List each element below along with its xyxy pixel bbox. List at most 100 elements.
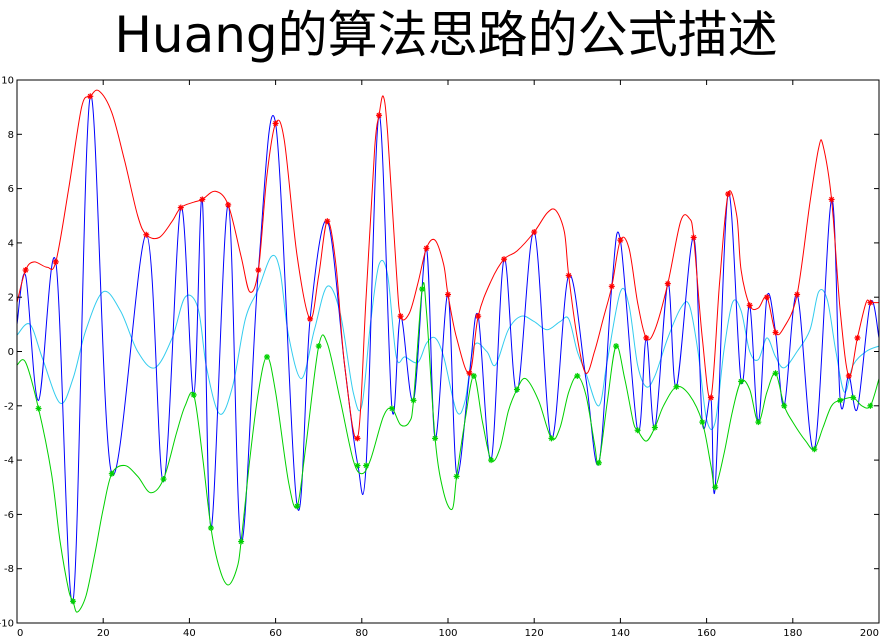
upper-extremum-marker xyxy=(143,231,150,238)
marker-stroke xyxy=(398,313,404,319)
marker-stroke xyxy=(854,335,860,341)
marker-stroke xyxy=(70,598,76,604)
upper-extremum-marker xyxy=(828,196,835,203)
marker-stroke xyxy=(846,373,852,379)
marker-stroke xyxy=(617,237,623,243)
marker-stroke xyxy=(255,267,261,273)
lower-extremum-marker xyxy=(673,383,680,390)
upper-extremum-marker xyxy=(643,334,650,341)
marker-stroke xyxy=(109,471,115,477)
x-tick-label: 60 xyxy=(269,628,282,639)
x-tick-label: 140 xyxy=(611,628,630,639)
lower-extremum-marker xyxy=(699,419,706,426)
lower-extremum-marker xyxy=(160,476,167,483)
lower-envelope-line xyxy=(16,282,880,613)
marker-stroke xyxy=(467,370,473,376)
marker-stroke xyxy=(712,484,718,490)
x-axis: 0 20 40 60 80 100 120 140 160 180 200 xyxy=(16,80,880,639)
upper-extremum-marker xyxy=(854,334,861,341)
marker-stroke xyxy=(548,435,554,441)
lower-extremum-marker xyxy=(548,435,555,442)
marker-stroke xyxy=(410,397,417,403)
upper-extremum-marker xyxy=(225,201,232,208)
lower-extremum-marker xyxy=(712,484,719,491)
marker-stroke xyxy=(755,419,761,425)
marker-stroke xyxy=(609,283,615,289)
upper-extremum-marker xyxy=(725,191,732,198)
upper-extremum-marker xyxy=(690,234,697,241)
marker-stroke xyxy=(488,457,494,463)
marker-stroke xyxy=(87,93,93,99)
marker-stroke xyxy=(764,294,770,300)
lower-extremum-marker xyxy=(432,435,439,442)
marker-stroke xyxy=(53,259,59,265)
lower-extremum-marker xyxy=(315,343,322,350)
lower-extremum-marker xyxy=(613,343,620,350)
slide-title: Huang的算法思路的公式描述 xyxy=(114,6,778,64)
lower-extremum-marker xyxy=(574,372,581,379)
marker-stroke xyxy=(738,378,744,384)
lower-extremum-marker xyxy=(772,370,779,377)
y-tick-label: -10 xyxy=(0,619,14,630)
marker-stroke xyxy=(665,281,671,287)
marker-stroke xyxy=(208,525,214,531)
marker-stroke xyxy=(773,370,779,376)
marker-stroke xyxy=(143,232,149,238)
marker-stroke xyxy=(389,405,395,412)
upper-extremum-marker xyxy=(354,435,361,442)
marker-stroke xyxy=(566,272,572,279)
x-tick-label: 200 xyxy=(860,628,879,639)
x-tick-label: 120 xyxy=(525,628,544,639)
y-tick-label: -4 xyxy=(4,456,14,467)
lower-extremum-marker xyxy=(410,397,417,404)
marker-stroke xyxy=(454,473,460,479)
upper-extremum-marker xyxy=(608,283,615,290)
marker-stroke xyxy=(178,205,184,211)
lower-extremum-marker xyxy=(781,402,788,409)
marker-stroke xyxy=(445,291,451,298)
marker-stroke xyxy=(363,463,369,469)
upper-extremum-marker xyxy=(199,196,206,203)
marker-stroke xyxy=(376,112,382,118)
marker-stroke xyxy=(837,397,843,403)
upper-extremum-marker xyxy=(397,313,404,320)
lower-extremum-marker xyxy=(238,538,245,545)
marker-stroke xyxy=(652,424,658,431)
lower-extremum-marker xyxy=(595,459,602,466)
marker-stroke xyxy=(324,218,330,224)
lower-extremum-marker xyxy=(755,419,762,426)
upper-extremum-marker xyxy=(565,272,572,279)
marker-stroke xyxy=(238,539,244,545)
plot-background xyxy=(17,80,879,623)
x-tick-label: 180 xyxy=(783,628,802,639)
upper-extremum-marker xyxy=(501,256,508,263)
marker-stroke xyxy=(867,300,873,306)
marker-stroke xyxy=(781,403,787,409)
lower-extremum-marker xyxy=(850,394,857,401)
plot-markers xyxy=(22,93,874,605)
y-tick-label: -8 xyxy=(4,564,14,575)
upper-extremum-marker xyxy=(22,267,29,274)
marker-stroke xyxy=(191,392,197,398)
x-tick-label: 80 xyxy=(355,628,368,639)
marker-stroke xyxy=(354,463,361,469)
upper-extremum-marker xyxy=(376,112,383,119)
y-axis: -10 -8 -6 -4 -2 0 2 4 6 8 10 xyxy=(0,76,879,630)
lower-extremum-marker xyxy=(263,353,270,360)
lower-extremum-marker xyxy=(388,405,395,412)
marker-stroke xyxy=(747,302,753,308)
marker-stroke xyxy=(419,286,425,292)
lower-extremum-marker xyxy=(634,427,641,434)
marker-stroke xyxy=(574,373,580,379)
upper-extremum-marker xyxy=(423,245,430,252)
marker-stroke xyxy=(699,419,705,425)
marker-stroke xyxy=(423,245,429,251)
marker-stroke xyxy=(635,427,641,433)
x-tick-label: 40 xyxy=(183,628,196,639)
marker-stroke xyxy=(354,435,361,441)
marker-stroke xyxy=(708,395,714,401)
upper-extremum-marker xyxy=(772,329,779,336)
marker-stroke xyxy=(36,405,42,412)
upper-envelope-line xyxy=(16,89,879,441)
